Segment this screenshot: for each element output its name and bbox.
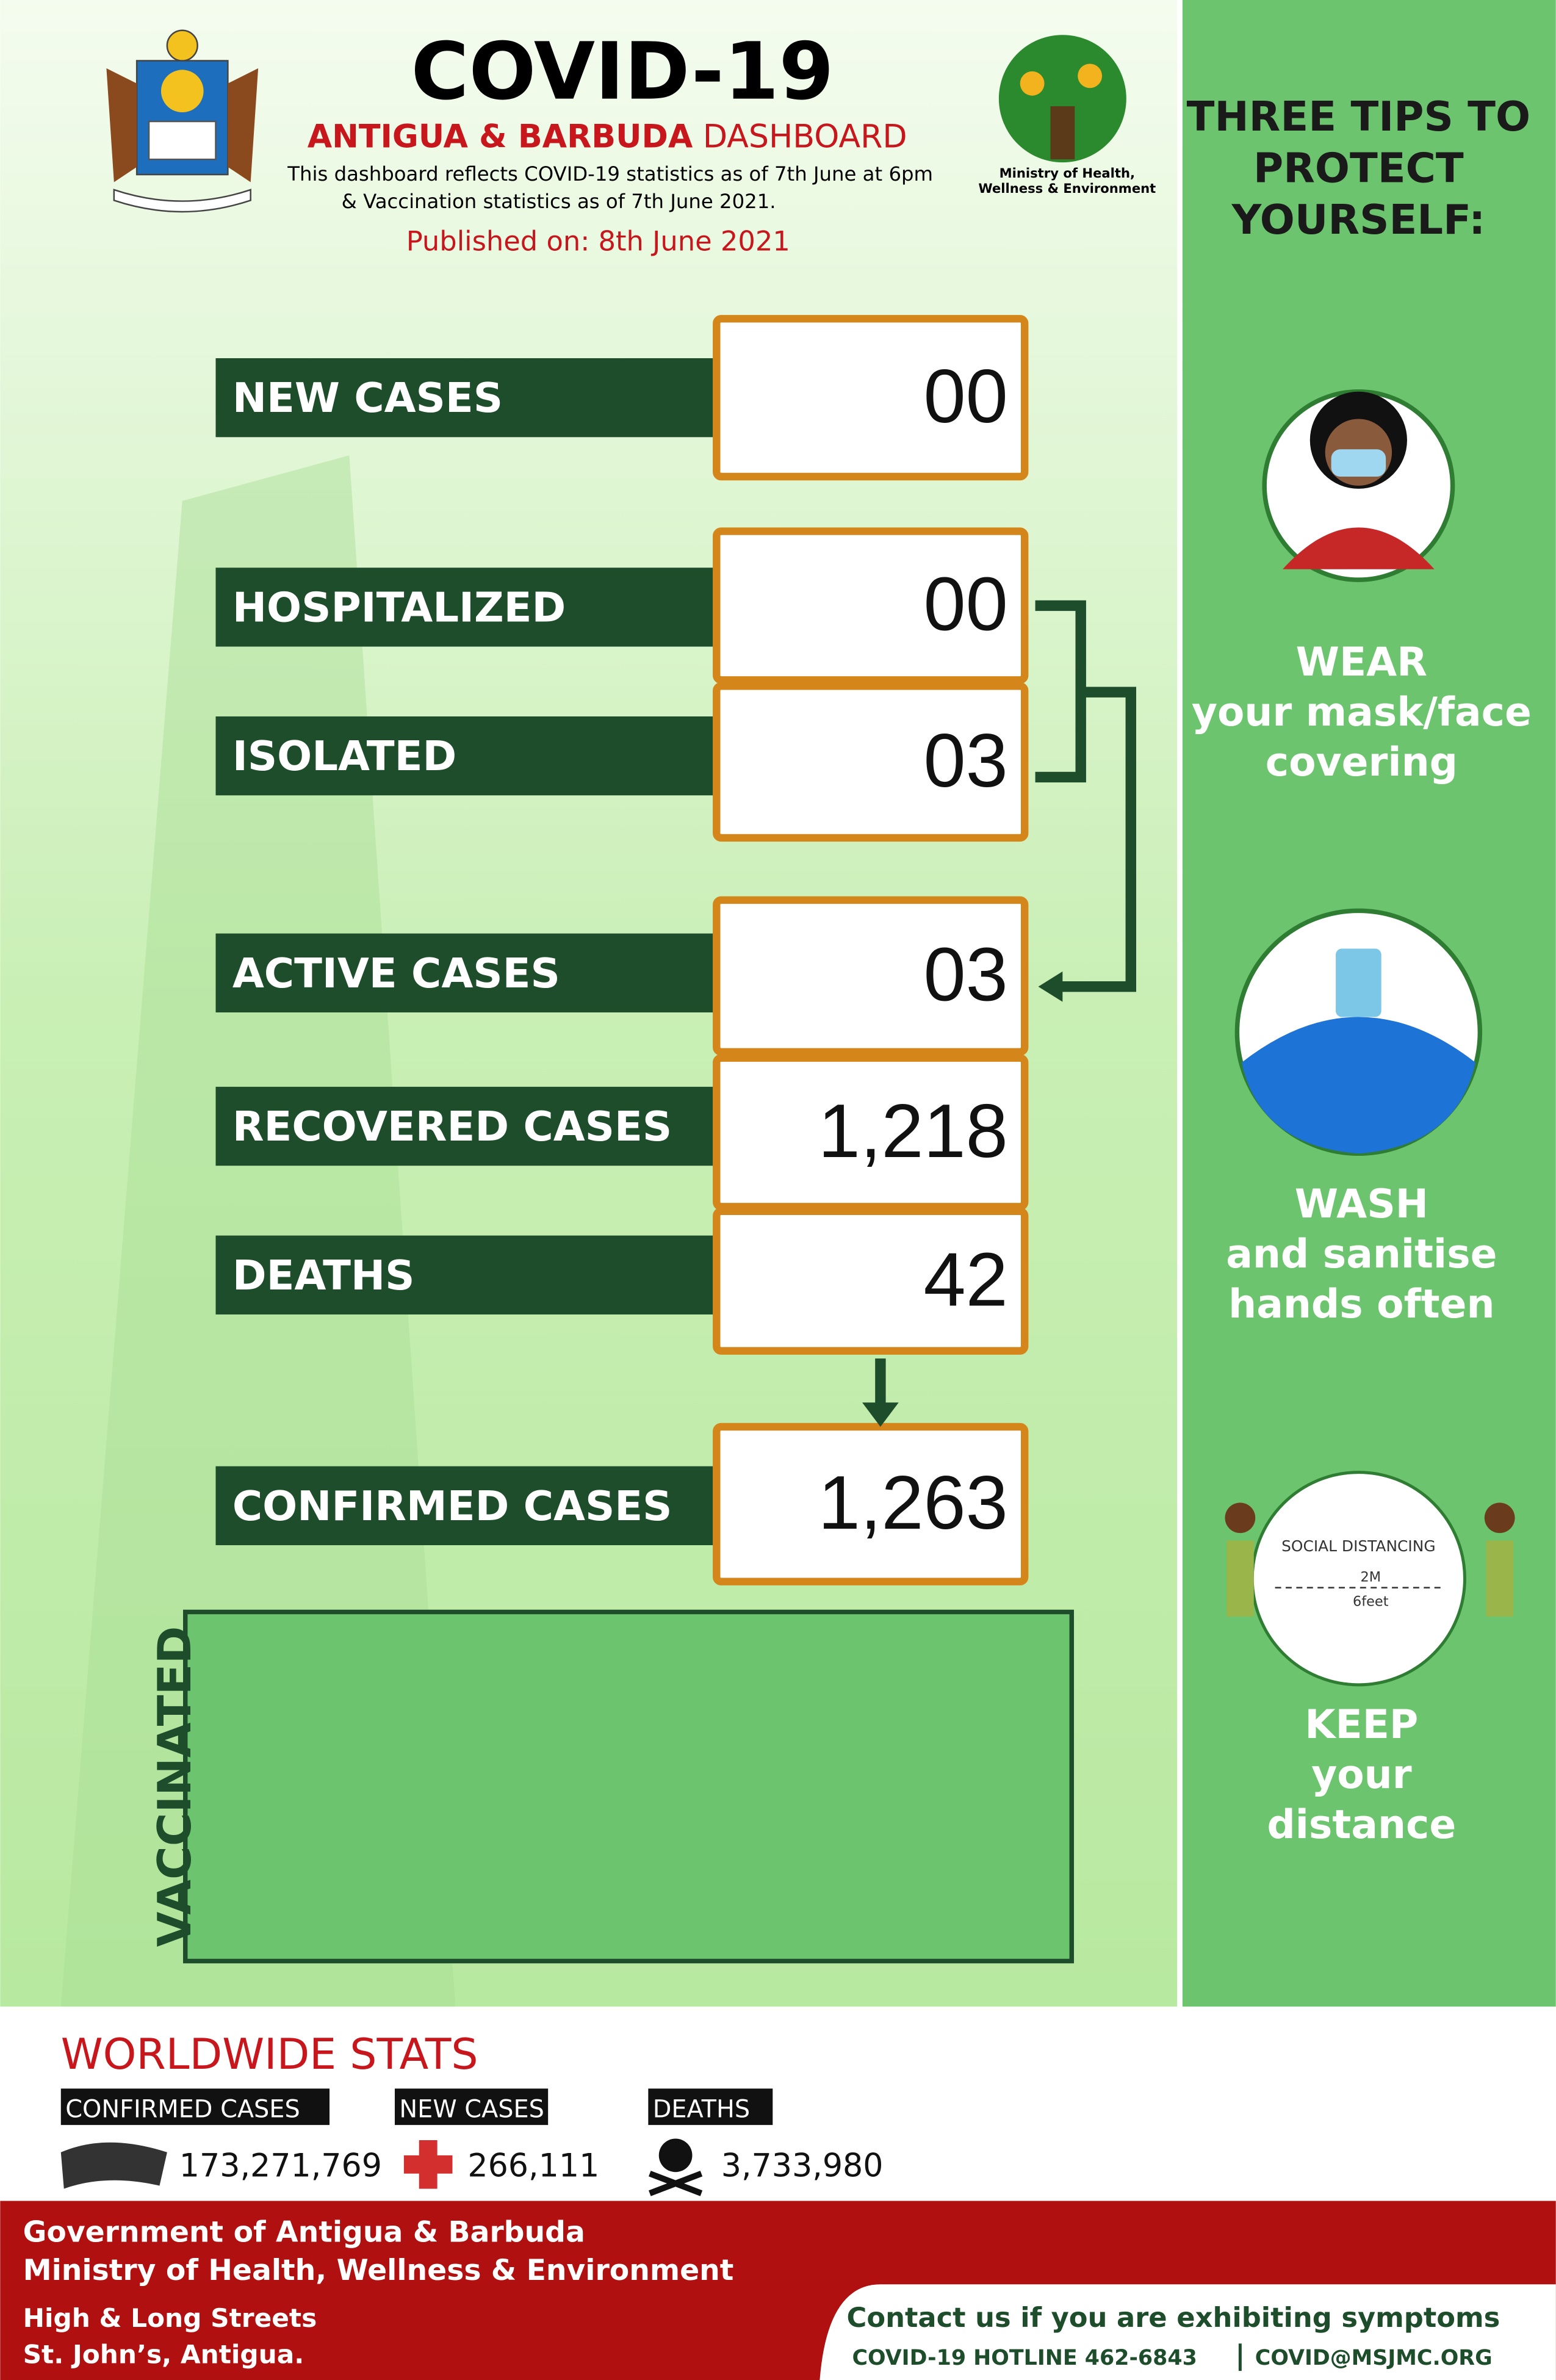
tip-text: distance xyxy=(1267,1802,1457,1848)
footer-gov: Government of Antigua & Barbuda xyxy=(23,2216,585,2249)
skull-icon xyxy=(649,2138,703,2196)
tip-text: covering xyxy=(1266,740,1458,785)
title: COVID-19 xyxy=(411,26,834,118)
tips-title: THREE TIPS TO xyxy=(1187,93,1530,140)
tip-text: and sanitise xyxy=(1226,1231,1497,1277)
worldwide-label-box xyxy=(648,2088,773,2126)
worldwide-label: CONFIRMED CASES xyxy=(65,2096,300,2124)
connectors xyxy=(875,600,1136,1409)
stat-label-bar xyxy=(215,1466,717,1546)
ministry-logo-line: Wellness & Environment xyxy=(978,181,1156,196)
stat-value: 03 xyxy=(923,932,1007,1017)
world-map-icon xyxy=(60,2142,167,2189)
stat-label: ACTIVE CASES xyxy=(232,950,560,997)
contact-title: Contact us if you are exhibiting symptom… xyxy=(847,2301,1500,2334)
stat-value-box xyxy=(713,315,1029,481)
sign-text: 2M xyxy=(1360,1570,1381,1585)
stat-label-bar xyxy=(215,716,717,796)
stat-value-box xyxy=(713,527,1029,684)
cross-icon xyxy=(403,2140,453,2189)
sign-text: SOCIAL DISTANCING xyxy=(1281,1537,1435,1555)
ministry-logo xyxy=(998,35,1126,163)
arrow-head xyxy=(1038,971,1063,1002)
coat-of-arms xyxy=(106,29,259,213)
stat-value: 03 xyxy=(923,718,1007,803)
worldwide-value: 3,733,980 xyxy=(721,2148,884,2185)
footer-address: St. John’s, Antigua. xyxy=(23,2340,304,2370)
stat-label-bar xyxy=(215,358,717,438)
tip-text: WEAR xyxy=(1296,640,1427,685)
worldwide-stats: CONFIRMED CASES 173,271,769 NEW CASES 266,1… xyxy=(60,2088,884,2185)
tip-text: your xyxy=(1311,1752,1412,1798)
worldwide-label: DEATHS xyxy=(653,2096,750,2124)
stat-label: DEATHS xyxy=(232,1252,415,1299)
contact-box xyxy=(819,2284,1556,2380)
stat-label-bar xyxy=(215,933,717,1012)
tip-text: hands often xyxy=(1228,1282,1494,1327)
tip-text: WASH xyxy=(1295,1181,1428,1227)
email: COVID@MSJMC.ORG xyxy=(1255,2346,1493,2370)
stat-label-bar xyxy=(215,568,717,647)
ministry-logo-line: Ministry of Health, xyxy=(1000,165,1135,181)
tip-text: your mask/face xyxy=(1192,690,1532,735)
tips-title: YOURSELF: xyxy=(1231,196,1486,243)
tip-text: KEEP xyxy=(1305,1702,1418,1748)
note-line: This dashboard reflects COVID-19 statist… xyxy=(287,162,933,186)
stat-value-box xyxy=(713,682,1029,842)
stat-label: RECOVERED CASES xyxy=(232,1103,672,1150)
subtitle-rest: DASHBOARD xyxy=(703,118,907,155)
subtitle-bold: ANTIGUA & BARBUDA xyxy=(308,118,693,155)
tips-title: PROTECT xyxy=(1253,144,1464,192)
note-line: & Vaccination statistics as of 7th June … xyxy=(342,190,776,213)
stat-value: 1,263 xyxy=(818,1460,1008,1545)
worldwide-value: 266,111 xyxy=(467,2148,599,2185)
published-date: Published on: 8th June 2021 xyxy=(406,225,790,257)
stat-value: 00 xyxy=(923,354,1007,439)
worldwide-label: NEW CASES xyxy=(399,2096,544,2124)
stat-value-box xyxy=(713,896,1029,1056)
stat-value-box xyxy=(713,1423,1029,1585)
stat-value: 42 xyxy=(923,1238,1007,1322)
worldwide-value: 173,271,769 xyxy=(179,2148,382,2185)
subtitle: ANTIGUA & BARBUDA DASHBOARD xyxy=(308,118,907,155)
stat-value-box xyxy=(713,1054,1029,1211)
sign-text: 6feet xyxy=(1353,1594,1389,1610)
vaccinated-panel xyxy=(183,1609,1075,1964)
stat-label: CONFIRMED CASES xyxy=(232,1482,672,1530)
vaccinated-title: VACCINATED xyxy=(148,1626,201,1947)
worldwide-label-box xyxy=(60,2088,330,2126)
stat-value-box xyxy=(713,1207,1029,1355)
stat-value: 1,218 xyxy=(818,1089,1008,1174)
hotline: COVID-19 HOTLINE 462-6843 xyxy=(852,2346,1197,2370)
stat-label-bar xyxy=(215,1235,717,1314)
footer-address: High & Long Streets xyxy=(23,2303,317,2333)
footer-gov: Ministry of Health, Wellness & Environme… xyxy=(23,2254,734,2287)
worldwide-label-box xyxy=(394,2088,549,2126)
stat-label-bar xyxy=(215,1086,717,1166)
worldwide-title: WORLDWIDE STATS xyxy=(61,2030,478,2079)
stat-value: 00 xyxy=(923,562,1007,647)
arrow-head xyxy=(862,1402,899,1427)
stat-label: HOSPITALIZED xyxy=(232,583,566,631)
stat-label: ISOLATED xyxy=(232,732,456,780)
stat-label: NEW CASES xyxy=(232,374,503,422)
